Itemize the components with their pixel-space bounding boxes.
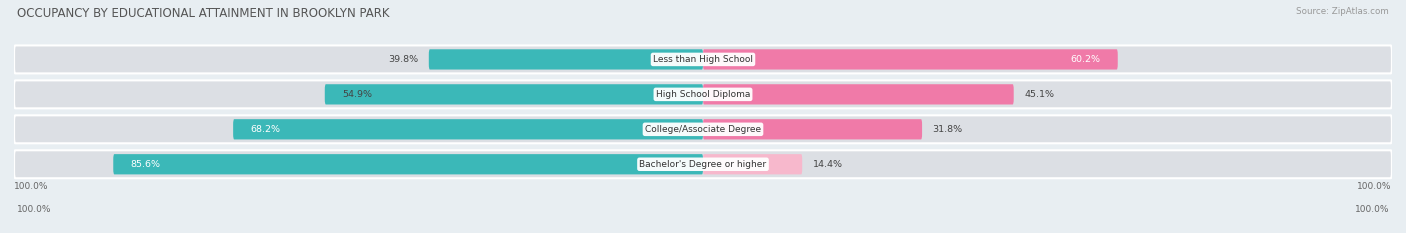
Text: 31.8%: 31.8% bbox=[932, 125, 963, 134]
Text: 45.1%: 45.1% bbox=[1024, 90, 1054, 99]
Text: 100.0%: 100.0% bbox=[14, 182, 49, 191]
Bar bbox=[14, 45, 1392, 73]
Text: 39.8%: 39.8% bbox=[388, 55, 419, 64]
FancyBboxPatch shape bbox=[325, 84, 703, 105]
Bar bbox=[14, 150, 1392, 178]
Text: Less than High School: Less than High School bbox=[652, 55, 754, 64]
Text: 100.0%: 100.0% bbox=[1354, 205, 1389, 214]
FancyBboxPatch shape bbox=[703, 154, 803, 174]
Bar bbox=[14, 80, 1392, 108]
Text: 100.0%: 100.0% bbox=[17, 205, 52, 214]
Text: 85.6%: 85.6% bbox=[131, 160, 160, 169]
Legend: Owner-occupied, Renter-occupied: Owner-occupied, Renter-occupied bbox=[602, 232, 804, 233]
Text: Source: ZipAtlas.com: Source: ZipAtlas.com bbox=[1296, 7, 1389, 16]
Text: 68.2%: 68.2% bbox=[250, 125, 280, 134]
Text: 100.0%: 100.0% bbox=[1357, 182, 1392, 191]
Text: 14.4%: 14.4% bbox=[813, 160, 842, 169]
Bar bbox=[14, 115, 1392, 143]
Text: College/Associate Degree: College/Associate Degree bbox=[645, 125, 761, 134]
FancyBboxPatch shape bbox=[14, 150, 1392, 178]
FancyBboxPatch shape bbox=[233, 119, 703, 139]
Text: 60.2%: 60.2% bbox=[1070, 55, 1101, 64]
Text: OCCUPANCY BY EDUCATIONAL ATTAINMENT IN BROOKLYN PARK: OCCUPANCY BY EDUCATIONAL ATTAINMENT IN B… bbox=[17, 7, 389, 20]
Text: High School Diploma: High School Diploma bbox=[655, 90, 751, 99]
FancyBboxPatch shape bbox=[14, 115, 1392, 143]
FancyBboxPatch shape bbox=[14, 45, 1392, 73]
FancyBboxPatch shape bbox=[703, 49, 1118, 69]
FancyBboxPatch shape bbox=[703, 119, 922, 139]
Text: Bachelor's Degree or higher: Bachelor's Degree or higher bbox=[640, 160, 766, 169]
FancyBboxPatch shape bbox=[429, 49, 703, 69]
Text: 54.9%: 54.9% bbox=[342, 90, 373, 99]
FancyBboxPatch shape bbox=[703, 84, 1014, 105]
FancyBboxPatch shape bbox=[14, 80, 1392, 108]
FancyBboxPatch shape bbox=[114, 154, 703, 174]
